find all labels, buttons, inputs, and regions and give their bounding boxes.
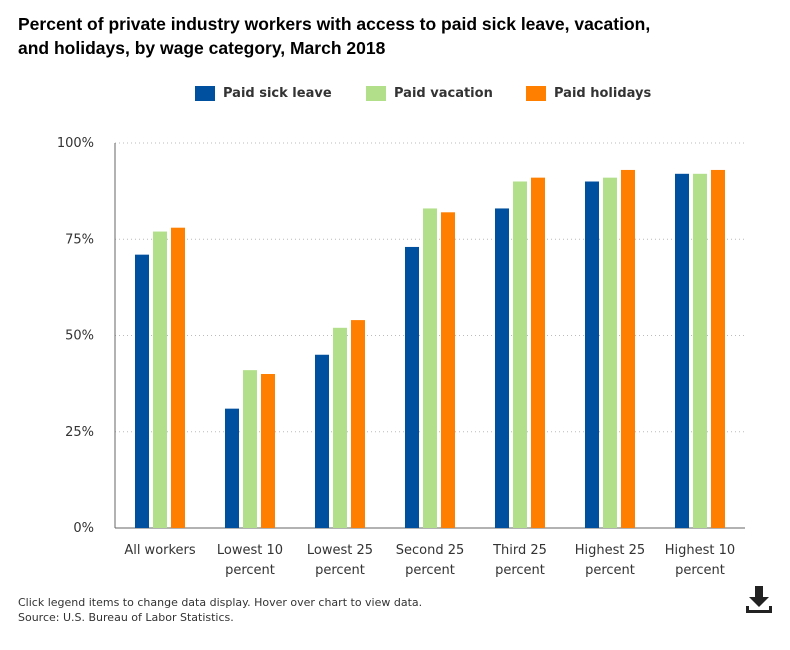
x-tick-label: percent	[495, 563, 545, 578]
bar-sick-leave[interactable]	[135, 254, 149, 528]
legend-label-holidays: Paid holidays	[554, 85, 652, 101]
bar-holidays[interactable]	[261, 374, 275, 528]
footer-source: Source: U.S. Bureau of Labor Statistics.	[18, 611, 234, 624]
bar-sick-leave[interactable]	[495, 208, 509, 528]
y-tick-label: 75%	[65, 232, 94, 247]
bar-vacation[interactable]	[153, 231, 167, 529]
bar-vacation[interactable]	[603, 177, 617, 528]
legend-swatch-holidays	[526, 85, 546, 101]
y-tick-label: 0%	[73, 521, 94, 536]
bar-vacation[interactable]	[333, 327, 347, 528]
x-tick-label: Third 25	[492, 543, 547, 558]
y-tick-label: 100%	[57, 136, 94, 151]
x-tick-label: Second 25	[396, 543, 465, 558]
bar-holidays[interactable]	[351, 320, 365, 528]
legend-label-vacation: Paid vacation	[394, 85, 493, 101]
bar-sick-leave[interactable]	[225, 408, 239, 528]
x-tick-label: Highest 10	[665, 543, 735, 558]
chart-title-line-1: Percent of private industry workers with…	[18, 14, 651, 34]
bar-sick-leave[interactable]	[405, 246, 419, 528]
chart-title-line-2: and holidays, by wage category, March 20…	[18, 38, 386, 58]
y-tick-label: 50%	[65, 329, 94, 344]
bar-chart[interactable]: 0% 25% 50% 75% 100% All workers Lowest 10 perce…	[0, 0, 790, 590]
chart-title: Percent of private industry workers with…	[18, 12, 758, 60]
bar-sick-leave[interactable]	[585, 181, 599, 529]
x-tick-label: Highest 25	[575, 543, 645, 558]
x-tick-label: Lowest 25	[307, 543, 373, 558]
bar-holidays[interactable]	[621, 169, 635, 528]
download-icon[interactable]	[744, 584, 774, 616]
footer-note: Click legend items to change data displa…	[18, 596, 423, 609]
bar-holidays[interactable]	[711, 169, 725, 528]
legend-item-vacation[interactable]: Paid vacation	[366, 82, 493, 104]
bar-sick-leave[interactable]	[675, 173, 689, 529]
legend-item-holidays[interactable]: Paid holidays	[526, 82, 651, 104]
bar-vacation[interactable]	[693, 173, 707, 529]
legend-swatch-sick-leave	[195, 85, 215, 101]
x-tick-label: percent	[315, 563, 365, 578]
x-tick-label: percent	[675, 563, 725, 578]
bar-holidays[interactable]	[171, 227, 185, 528]
legend: Paid sick leave Paid vacation Paid holid…	[0, 82, 790, 104]
bar-holidays[interactable]	[441, 212, 455, 529]
bar-vacation[interactable]	[243, 370, 257, 528]
y-tick-label: 25%	[65, 425, 94, 440]
x-tick-label: percent	[585, 563, 635, 578]
bar-vacation[interactable]	[513, 181, 527, 529]
chart-footer: Click legend items to change data displa…	[18, 595, 422, 625]
bar-vacation[interactable]	[423, 208, 437, 528]
bar-holidays[interactable]	[531, 177, 545, 528]
legend-item-sick-leave[interactable]: Paid sick leave	[195, 82, 332, 104]
x-tick-label: All workers	[124, 543, 196, 558]
bar-sick-leave[interactable]	[315, 354, 329, 528]
x-tick-label: percent	[405, 563, 455, 578]
x-tick-label: percent	[225, 563, 275, 578]
legend-label-sick-leave: Paid sick leave	[223, 85, 332, 101]
legend-swatch-vacation	[366, 85, 386, 101]
x-tick-label: Lowest 10	[217, 543, 283, 558]
